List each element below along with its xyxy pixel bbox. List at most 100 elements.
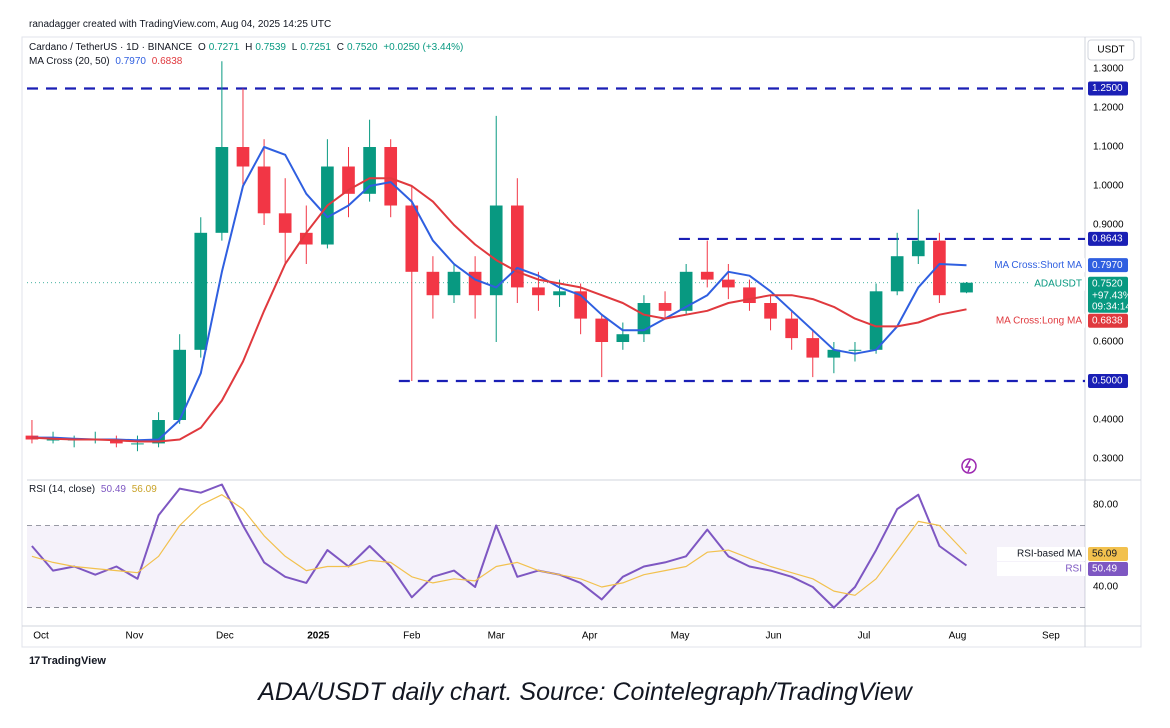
long-ma-tag-box [1088,313,1128,328]
candle-body [553,291,566,296]
alert-icon [961,458,977,474]
ohlc-close: 0.7520 [346,42,378,53]
y-tick-label: 1.1000 [1093,142,1124,153]
candle-body [299,232,313,245]
rsi-ma-value: 56.09 [131,484,157,495]
candle-body [236,147,250,167]
rsi-band [27,525,1085,608]
level-tag [1088,374,1128,389]
short-ma-tag-name: MA Cross:Short MA [994,260,1082,271]
long-ma-tag-name-box [997,313,1085,328]
candle-body [363,147,376,194]
candle-body [679,271,693,311]
ohlc-l-letter: L [291,42,298,53]
rsi-tag-name-box [997,562,1085,577]
short-ma-tag-value: 0.7970 [1092,260,1123,271]
rsi-line [31,483,968,609]
ohlc-high: 0.7539 [255,42,286,53]
ohlc-low: 0.7251 [300,42,331,53]
ohlc-c-letter: C [336,42,344,53]
long-ma-tag-name: MA Cross:Long MA [996,315,1082,326]
rsi-title: RSI (14, close) [29,484,96,495]
candle-body [131,443,144,445]
price-tag-box [1088,276,1128,313]
candle-body [489,205,503,296]
price-change: +97.43% [1092,290,1132,301]
rsi-ma-tag-value: 56.09 [1092,549,1117,560]
candle-body [806,338,820,358]
candle-body [616,334,630,343]
candle-body [384,147,398,206]
ohlc-h-letter: H [245,42,253,53]
candle-body [827,349,841,358]
rsi-tag-value: 50.49 [1092,564,1117,575]
caption: ADA/USDT daily chart. Source: Cointelegr… [258,678,912,706]
logo-text: TradingView [41,655,106,667]
rsi-line [31,494,967,596]
x-tick-label: Feb [403,631,421,642]
x-tick-label: Oct [33,631,49,642]
y-tick-label: 1.3000 [1093,64,1124,75]
candle-body [595,318,609,343]
price-timer: 09:34:14 [1092,301,1131,312]
chart-frame [21,36,1142,648]
candle-body [658,303,672,311]
rsi-ma-tag-name: RSI-based MA [1017,549,1082,560]
candle-body [890,256,904,292]
candle-body [933,240,946,296]
candle-body [700,271,714,280]
candle-body [342,166,355,194]
candle-body [447,271,461,296]
candle-body [257,166,271,214]
candle-body [510,205,524,288]
level-label: 1.2500 [1092,83,1123,94]
short-ma-tag-box [1088,258,1128,273]
candle-body [426,271,440,296]
level-label: 0.8643 [1092,234,1123,245]
indicator-line: MA Cross (20, 50) 0.7970 0.6838 [29,56,185,67]
ohlc-change: +0.0250 (+3.44%) [383,42,464,53]
candle-body [722,279,735,288]
candle-body [194,232,208,350]
x-tick-label: 2025 [307,631,330,642]
x-tick-label: May [671,631,690,642]
price-name-box [1030,276,1085,291]
x-tick-label: Dec [216,631,234,642]
candle-body [405,205,419,272]
candle-body [278,213,292,233]
long-ma-tag-value: 0.6838 [1092,315,1123,326]
symbol-title: Cardano / TetherUS · 1D · BINANCE [29,42,193,53]
x-tick-label: Nov [126,631,144,642]
candle-body [46,439,60,441]
candle-body [637,303,651,335]
ohlc-open: 0.7271 [208,42,240,53]
rsi-value: 50.49 [100,484,126,495]
level-tag [1088,81,1128,96]
y-tick-label: 1.0000 [1093,181,1124,192]
level-label: 0.5000 [1092,376,1123,387]
unit-box [1087,39,1135,61]
candle-body [532,287,545,296]
y-tick-label: 0.6000 [1093,337,1124,348]
candle-body [911,240,925,257]
y-tick-label: 0.3000 [1093,454,1124,465]
candle-body [869,291,883,350]
rsi-tag-name: RSI [1065,564,1082,575]
y-tick-label: 0.9000 [1093,220,1124,231]
rsi-tick-label: 80.00 [1093,500,1118,511]
candle-body [764,303,777,319]
y-tick-label: 0.4000 [1093,415,1124,426]
candle-body [848,349,862,351]
rsi-tag-box [1088,562,1128,577]
long-ma-value: 0.6838 [151,56,183,67]
symbol-line: Cardano / TetherUS · 1D · BINANCE O 0.727… [29,42,466,53]
short-ma-value: 0.7970 [115,56,146,67]
indicator-title: MA Cross (20, 50) [29,56,110,67]
candle-body [215,147,229,233]
credit: ranadagger created with TradingView.com,… [29,19,332,30]
rsi-ma-tag-name-box [997,547,1085,562]
candle-body [110,439,123,444]
candle-body [785,318,798,339]
